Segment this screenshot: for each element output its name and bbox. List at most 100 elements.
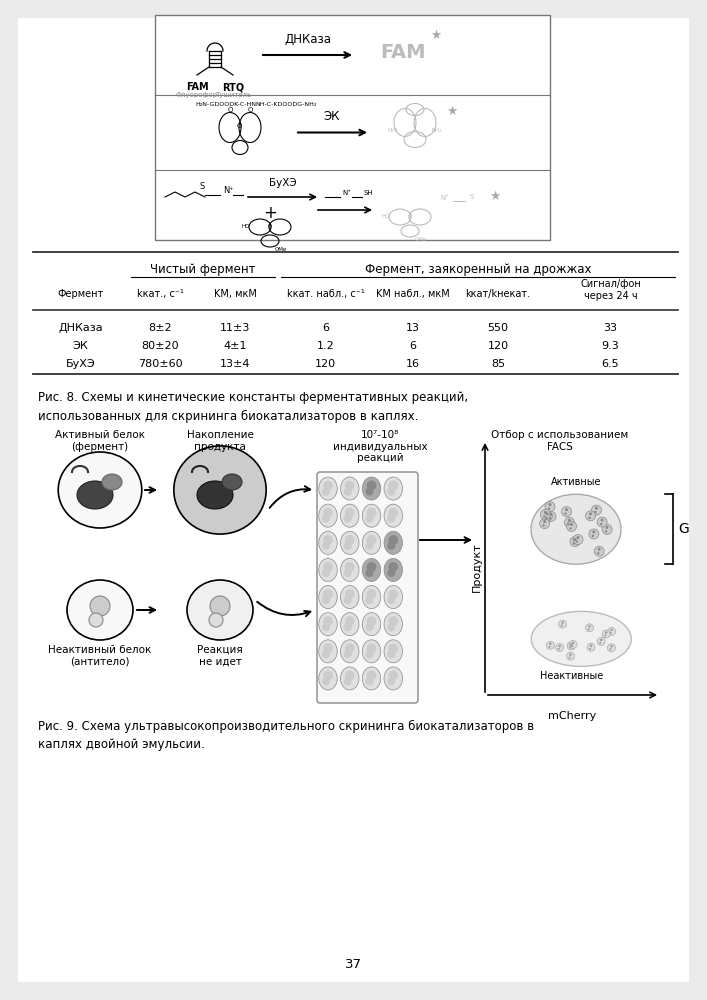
Text: 33: 33 — [604, 323, 617, 333]
Circle shape — [561, 621, 563, 624]
Text: 6: 6 — [322, 323, 329, 333]
Text: Тушитель: Тушитель — [215, 92, 251, 98]
Text: mCherry: mCherry — [549, 711, 597, 721]
Ellipse shape — [531, 611, 631, 666]
Circle shape — [568, 519, 571, 522]
Text: 37: 37 — [344, 958, 361, 972]
Circle shape — [344, 569, 352, 577]
Text: ДНКаза: ДНКаза — [58, 323, 103, 333]
Circle shape — [589, 648, 591, 650]
Text: HO: HO — [382, 215, 390, 220]
Text: Активные: Активные — [551, 477, 601, 487]
Circle shape — [589, 529, 599, 539]
Circle shape — [388, 589, 398, 599]
Circle shape — [602, 524, 612, 534]
Circle shape — [575, 540, 578, 543]
Circle shape — [565, 508, 568, 511]
Circle shape — [345, 562, 355, 572]
Text: O: O — [268, 224, 272, 229]
Ellipse shape — [384, 558, 402, 581]
Circle shape — [549, 517, 551, 520]
Circle shape — [89, 613, 103, 627]
Circle shape — [543, 515, 546, 518]
Ellipse shape — [341, 640, 359, 663]
Ellipse shape — [319, 640, 337, 663]
Circle shape — [549, 503, 551, 506]
Circle shape — [559, 645, 561, 647]
Circle shape — [344, 596, 352, 604]
Circle shape — [591, 505, 602, 515]
Ellipse shape — [319, 477, 337, 500]
Circle shape — [366, 677, 373, 686]
Circle shape — [366, 487, 373, 496]
Circle shape — [561, 507, 571, 517]
Circle shape — [567, 523, 570, 526]
Ellipse shape — [362, 640, 381, 663]
Text: ЭК: ЭК — [324, 110, 340, 123]
Circle shape — [387, 623, 395, 631]
Ellipse shape — [197, 481, 233, 509]
Circle shape — [388, 535, 398, 545]
Text: O: O — [247, 107, 252, 113]
Ellipse shape — [102, 474, 122, 490]
Circle shape — [549, 643, 551, 645]
Circle shape — [366, 623, 373, 631]
Text: Неактивный белок
(антитело): Неактивный белок (антитело) — [48, 645, 152, 667]
Circle shape — [323, 616, 333, 626]
Circle shape — [570, 537, 580, 547]
Circle shape — [585, 624, 594, 632]
Circle shape — [345, 671, 355, 680]
Circle shape — [569, 653, 572, 656]
Circle shape — [209, 613, 223, 627]
Circle shape — [594, 511, 597, 513]
Circle shape — [592, 530, 595, 533]
Circle shape — [604, 635, 606, 637]
Bar — [155, 15, 550, 240]
Circle shape — [344, 515, 352, 523]
Circle shape — [558, 648, 560, 650]
Ellipse shape — [341, 558, 359, 581]
Text: ★: ★ — [489, 190, 501, 203]
Circle shape — [345, 535, 355, 545]
Circle shape — [546, 511, 556, 521]
Ellipse shape — [319, 586, 337, 609]
Circle shape — [367, 671, 376, 680]
Circle shape — [597, 548, 601, 551]
Circle shape — [573, 542, 575, 545]
Text: OMe: OMe — [415, 237, 427, 242]
Ellipse shape — [319, 558, 337, 581]
Circle shape — [542, 524, 545, 527]
Text: S: S — [469, 194, 474, 200]
Circle shape — [606, 526, 609, 529]
Circle shape — [543, 520, 546, 523]
Circle shape — [344, 487, 352, 496]
Ellipse shape — [362, 558, 381, 581]
Circle shape — [366, 569, 373, 577]
Ellipse shape — [384, 504, 402, 527]
Circle shape — [367, 562, 376, 572]
Ellipse shape — [319, 504, 337, 527]
Ellipse shape — [384, 667, 402, 690]
Text: Продукт: Продукт — [472, 543, 482, 592]
Text: БуХЭ: БуХЭ — [66, 359, 95, 369]
FancyBboxPatch shape — [317, 472, 418, 703]
Text: 9.3: 9.3 — [602, 341, 619, 351]
Circle shape — [388, 643, 398, 653]
Circle shape — [566, 521, 576, 531]
Circle shape — [344, 623, 352, 631]
Circle shape — [387, 677, 395, 686]
Circle shape — [600, 523, 602, 525]
Circle shape — [367, 589, 376, 599]
Circle shape — [387, 515, 395, 523]
Circle shape — [387, 596, 395, 604]
Circle shape — [588, 628, 590, 630]
Circle shape — [387, 650, 395, 658]
Text: Накопление
продукта: Накопление продукта — [187, 430, 253, 452]
Circle shape — [545, 517, 547, 519]
Text: 8±2: 8±2 — [148, 323, 173, 333]
Text: FAM: FAM — [186, 82, 209, 92]
Text: 4±1: 4±1 — [223, 341, 247, 351]
Text: NH₂: NH₂ — [432, 128, 442, 133]
Text: Рис. 8. Схемы и кинетические константы ферментативных реакций,: Рис. 8. Схемы и кинетические константы ф… — [38, 391, 468, 404]
Text: N⁺: N⁺ — [440, 195, 450, 201]
